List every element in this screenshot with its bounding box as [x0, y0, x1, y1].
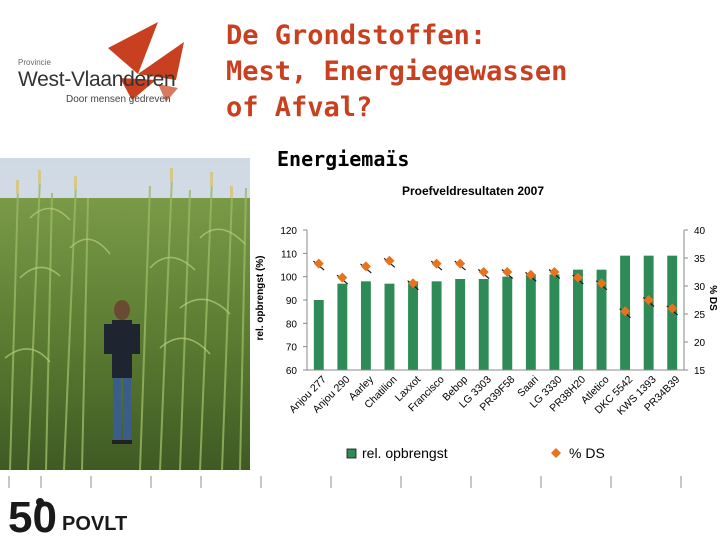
- logo-province-label: Provincie: [18, 58, 51, 67]
- bar: [549, 274, 560, 370]
- logo-name: West-Vlaanderen: [18, 68, 176, 91]
- bar: [431, 281, 442, 370]
- logo-shape-4: [158, 84, 178, 102]
- marker-point: [667, 303, 678, 314]
- legend-bar-swatch: [346, 448, 357, 459]
- y-tick-label: 70: [286, 343, 298, 354]
- title-line: De Grondstoffen:: [226, 20, 487, 51]
- chart-svg: Proefveldresultaten 2007 60 70 80 90 100 110 1…: [255, 184, 718, 461]
- y2-tick-label: 20: [694, 338, 706, 349]
- logo-tagline: Door mensen gedreven: [66, 94, 171, 105]
- bar: [408, 281, 418, 370]
- y2-tick-label: 15: [694, 366, 706, 377]
- bar: [384, 283, 395, 370]
- y-tick-label: 80: [286, 319, 298, 330]
- footer-org: POVLT: [62, 513, 128, 535]
- marker-series: [313, 255, 678, 319]
- bar: [643, 255, 654, 370]
- bar: [573, 269, 583, 370]
- province-logo: Provincie West-Vlaanderen Door mensen ge…: [8, 18, 198, 110]
- y-tick-label: 100: [280, 273, 297, 284]
- slide-subtitle: Energiemaïs: [277, 147, 410, 171]
- marker-point: [620, 306, 631, 317]
- y-tick-label: 110: [281, 249, 297, 260]
- footer-number: 50: [8, 493, 57, 538]
- marker-point: [455, 258, 466, 269]
- bar: [478, 279, 489, 370]
- footer-logo: 50: [8, 492, 148, 538]
- marker-point: [431, 258, 442, 269]
- logo-shape-1: [108, 22, 158, 74]
- logo-mark: [108, 22, 184, 102]
- y2-tick-label: 35: [694, 254, 706, 265]
- marker-point: [525, 269, 536, 280]
- marker-point: [384, 255, 395, 266]
- marker-point: [596, 278, 607, 289]
- chart: Proefveldresultaten 2007 60 70 80 90 100 110 1…: [238, 178, 720, 470]
- person: [104, 300, 140, 444]
- marker-point: [502, 267, 513, 277]
- y2-tick-label: 25: [694, 310, 706, 321]
- marker-point: [572, 272, 583, 283]
- legend-bar-label: rel. opbrengst: [362, 445, 448, 461]
- y-axis-ticks: 60 70 80 90 100 110 120: [280, 226, 307, 377]
- y-tick-label: 90: [286, 296, 298, 307]
- marker-point: [360, 261, 371, 272]
- marker-point: [337, 272, 348, 283]
- slide-title: De Grondstoffen: Mest, Energiegewassen o…: [226, 18, 567, 126]
- footer-logo-mark: 50: [8, 493, 57, 538]
- maize-field-photo: [0, 158, 250, 470]
- footer-strip: [8, 476, 682, 488]
- bar: [525, 274, 536, 370]
- title-line: Mest, Energiegewassen: [226, 56, 568, 87]
- y-tick-label: 120: [280, 226, 297, 237]
- marker-point: [643, 295, 654, 305]
- legend-marker-label: % DS: [569, 445, 605, 461]
- marker-point: [478, 267, 489, 277]
- marker-point: [313, 258, 324, 269]
- bar: [455, 279, 466, 370]
- bar: [337, 283, 348, 370]
- title-line: of Afval?: [226, 92, 373, 123]
- logo-shape-2: [138, 42, 184, 80]
- legend: rel. opbrengst % DS: [346, 445, 605, 461]
- marker-point: [408, 278, 419, 289]
- y2-tick-label: 40: [694, 226, 706, 237]
- y-axis-label: rel. opbrengst (%): [255, 255, 266, 340]
- chart-title: Proefveldresultaten 2007: [402, 184, 544, 198]
- bar: [360, 281, 371, 370]
- y2-tick-label: 30: [694, 282, 706, 293]
- bar: [502, 276, 513, 370]
- y-tick-label: 60: [286, 366, 298, 377]
- footer-logo-dot: [36, 498, 44, 506]
- legend-marker-swatch: [551, 448, 561, 458]
- y2-axis-label: % DS: [707, 285, 718, 311]
- bar: [313, 300, 324, 370]
- bar: [596, 269, 607, 370]
- y2-axis-ticks: 15 20 25 30 35 40: [684, 226, 706, 377]
- marker-point: [549, 267, 560, 277]
- logo-shape-3: [120, 78, 156, 100]
